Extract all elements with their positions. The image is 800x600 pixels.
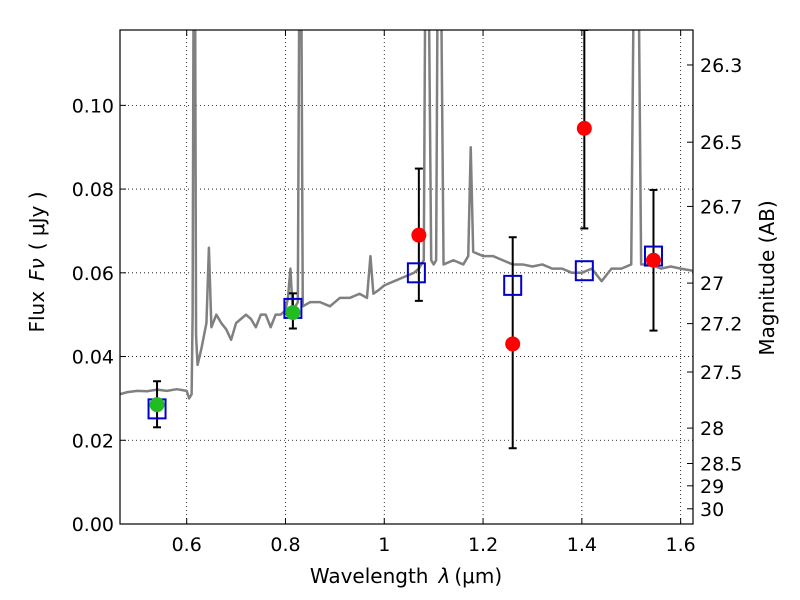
- y-axis-label-text: Flux: [25, 291, 49, 333]
- y2-tick-label: 28.5: [700, 453, 742, 475]
- y2-tick-label: 26.3: [700, 55, 742, 77]
- x-tick-label: 1.4: [567, 534, 597, 556]
- y-axis-label-unit: ( μJy ): [25, 191, 49, 250]
- y2-tick-label: 27.5: [700, 362, 742, 384]
- x-tick-label: 0.8: [270, 534, 300, 556]
- plot-frame: [119, 29, 694, 525]
- red-data-point: [576, 120, 592, 136]
- model-square-marker: [574, 260, 594, 282]
- y2-tick-label: 27: [700, 273, 724, 295]
- y2-tick-label: 29: [700, 476, 724, 498]
- red-data-point: [645, 252, 661, 268]
- x-axis-label: Wavelength λ (μm): [310, 564, 502, 588]
- red-data-point: [411, 227, 427, 243]
- model-square-marker: [406, 262, 426, 284]
- y2-tick-label: 27.2: [700, 314, 742, 336]
- y2-tick-label: 26.7: [700, 196, 742, 218]
- y-axis-label: Flux Fν ( μJy ): [25, 191, 49, 332]
- y-tick-label: 0.08: [72, 179, 114, 201]
- green-data-point: [285, 305, 301, 321]
- y-tick-label: 0.06: [72, 263, 114, 285]
- y-tick-label: 0.00: [72, 514, 114, 536]
- plot-content: [120, 30, 693, 450]
- x-tick-label: 1.2: [468, 534, 498, 556]
- y2-tick-label: 28: [700, 418, 724, 440]
- y-tick-label: 0.04: [72, 347, 114, 369]
- x-tick-label: 1: [378, 534, 390, 556]
- spectrum-line: [120, 30, 693, 400]
- red-data-point: [505, 336, 521, 352]
- x-tick-label: 0.6: [172, 534, 202, 556]
- x-axis-label-text: Wavelength: [310, 564, 429, 588]
- axis-ticks: 0.6 0.8 1 1.2 1.4 1.6 0.00 0.02 0.04 0.06 0.08 0.10…: [72, 30, 742, 556]
- x-axis-label-symbol: λ: [438, 564, 451, 588]
- y2-tick-label: 30: [700, 499, 724, 521]
- model-square-marker: [503, 274, 523, 296]
- x-tick-label: 1.6: [666, 534, 696, 556]
- green-data-point: [149, 397, 165, 413]
- y2-tick-label: 26.5: [700, 132, 742, 154]
- y-tick-label: 0.10: [72, 95, 114, 117]
- y2-axis-label: Magnitude (AB): [755, 200, 779, 355]
- y-tick-label: 0.02: [72, 430, 114, 452]
- y-axis-label-symbol: Fν: [25, 258, 49, 281]
- x-axis-label-unit: (μm): [454, 564, 502, 588]
